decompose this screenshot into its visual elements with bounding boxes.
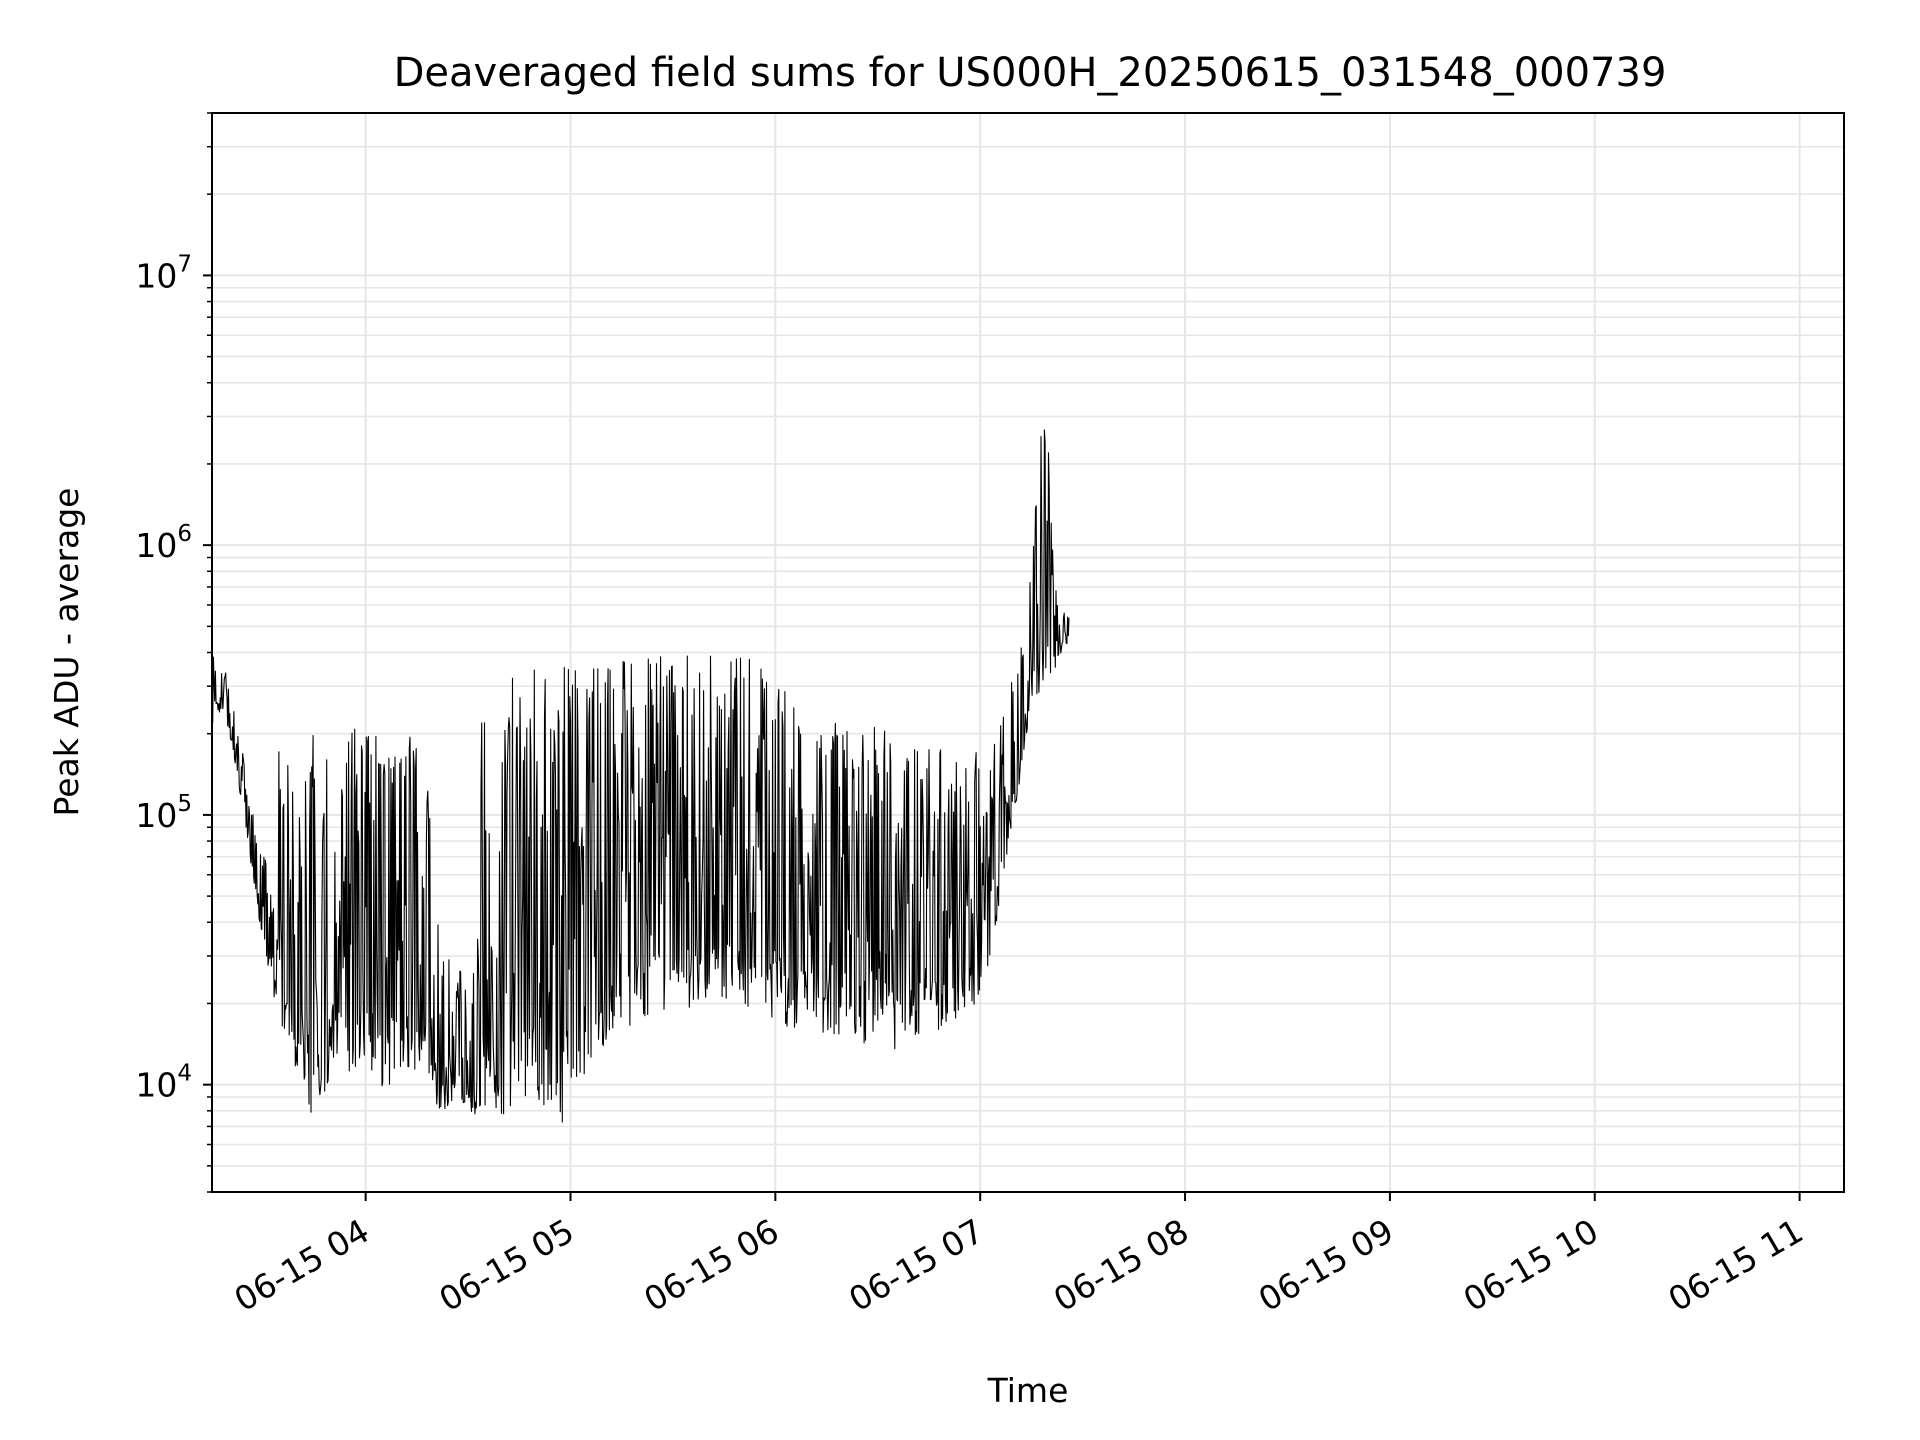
- y-tick-label: 107: [135, 251, 192, 295]
- series-layer: [211, 429, 1070, 1123]
- y-axis-label: Peak ADU - average: [47, 488, 86, 817]
- y-tick-label: 104: [135, 1061, 192, 1105]
- y-axis-ticks: 104 105 106 107: [135, 112, 212, 1193]
- y-tick-label: 106: [135, 521, 192, 565]
- x-axis-label: Time: [987, 1371, 1069, 1410]
- chart-title: Deaveraged field sums for US000H_2025061…: [394, 50, 1667, 96]
- series-line: [211, 429, 1070, 1123]
- y-tick-label: 105: [135, 791, 192, 835]
